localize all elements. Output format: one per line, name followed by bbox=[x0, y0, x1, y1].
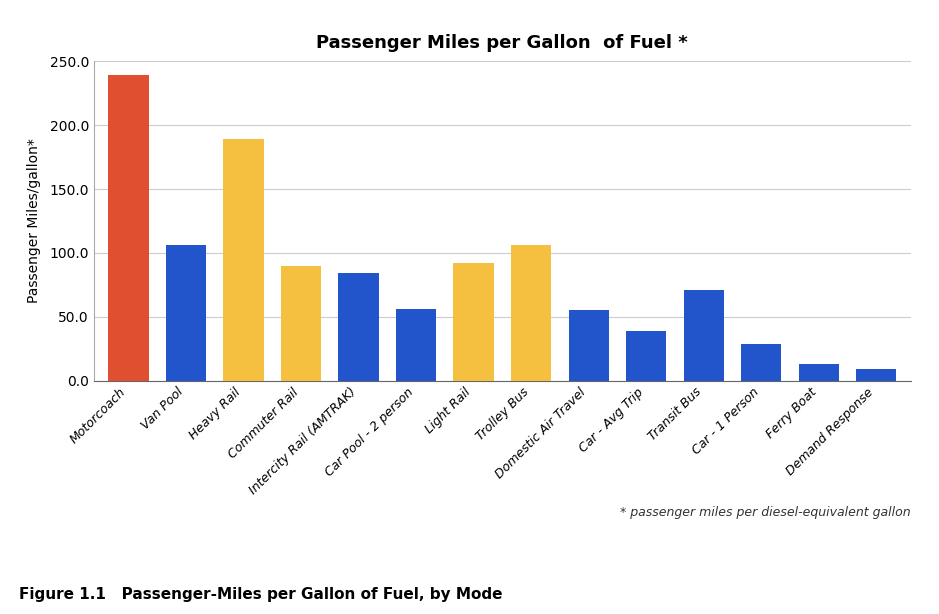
Bar bbox=[223, 139, 264, 381]
Title: Passenger Miles per Gallon  of Fuel *: Passenger Miles per Gallon of Fuel * bbox=[316, 34, 688, 52]
Bar bbox=[338, 273, 378, 381]
Bar bbox=[626, 331, 667, 381]
Bar bbox=[396, 309, 437, 381]
Bar bbox=[856, 369, 897, 381]
Bar bbox=[684, 290, 724, 381]
Bar bbox=[281, 266, 321, 381]
Bar bbox=[799, 364, 839, 381]
Bar bbox=[108, 76, 148, 381]
Bar bbox=[511, 246, 551, 381]
Text: Figure 1.1   Passenger-Miles per Gallon of Fuel, by Mode: Figure 1.1 Passenger-Miles per Gallon of… bbox=[19, 587, 502, 602]
Bar bbox=[454, 263, 494, 381]
Text: * passenger miles per diesel-equivalent gallon: * passenger miles per diesel-equivalent … bbox=[620, 506, 911, 519]
Bar bbox=[568, 311, 608, 381]
Bar bbox=[741, 344, 781, 381]
Bar bbox=[166, 246, 206, 381]
Y-axis label: Passenger Miles/gallon*: Passenger Miles/gallon* bbox=[27, 139, 41, 303]
